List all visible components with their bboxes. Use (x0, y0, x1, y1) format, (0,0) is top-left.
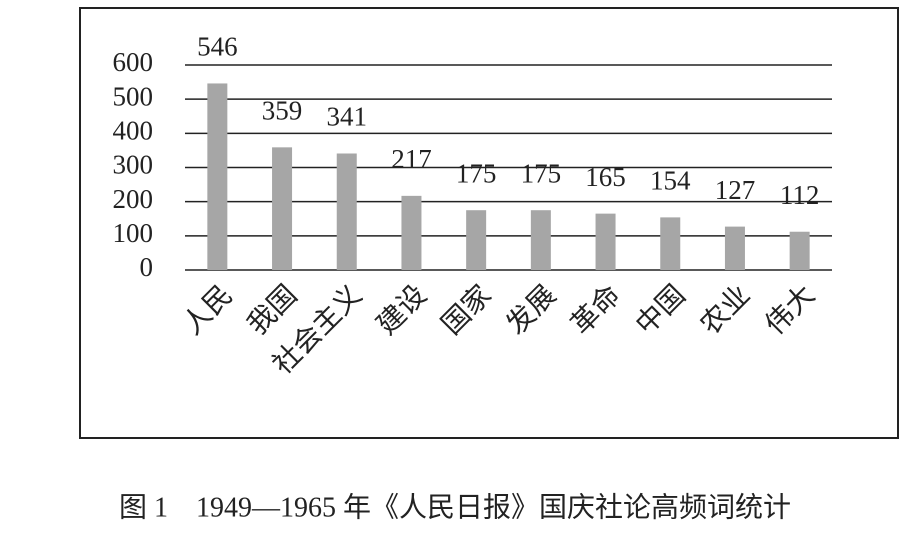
bar (660, 217, 681, 270)
bar (401, 195, 422, 270)
x-tick-label: 发展 (500, 279, 562, 341)
bar (272, 147, 293, 270)
value-label: 127 (715, 175, 756, 205)
y-tick-label: 400 (113, 116, 154, 146)
y-tick-label: 200 (113, 184, 154, 214)
bar (789, 231, 810, 270)
value-label: 359 (262, 96, 303, 126)
y-tick-label: 300 (113, 150, 154, 180)
x-tick-label: 伟大 (759, 279, 821, 341)
y-tick-label: 0 (140, 252, 154, 282)
x-tick-label: 中国 (630, 279, 692, 341)
value-label: 217 (391, 144, 432, 174)
x-tick-label: 建设 (371, 279, 433, 341)
value-label: 341 (327, 102, 368, 132)
chart-frame (79, 7, 899, 439)
value-label: 546 (197, 32, 238, 62)
y-tick-label: 600 (113, 47, 154, 77)
bar (466, 210, 487, 270)
value-label: 154 (650, 166, 691, 196)
value-label: 112 (780, 180, 820, 210)
x-tick-label: 国家 (435, 279, 497, 341)
value-label: 175 (521, 158, 562, 188)
value-label: 165 (585, 162, 626, 192)
value-label: 175 (456, 158, 497, 188)
x-tick-label: 革命 (565, 279, 627, 341)
bar (530, 210, 551, 270)
bar (595, 213, 616, 270)
chart-caption: 图 1 1949—1965 年《人民日报》国庆社论高频词统计 (119, 491, 791, 523)
x-tick-label: 农业 (694, 279, 756, 341)
bar (336, 153, 357, 270)
bar (724, 226, 745, 270)
y-tick-label: 100 (113, 218, 154, 248)
bar (207, 83, 228, 270)
x-tick-label: 人民 (177, 280, 239, 342)
y-tick-label: 500 (113, 81, 154, 111)
